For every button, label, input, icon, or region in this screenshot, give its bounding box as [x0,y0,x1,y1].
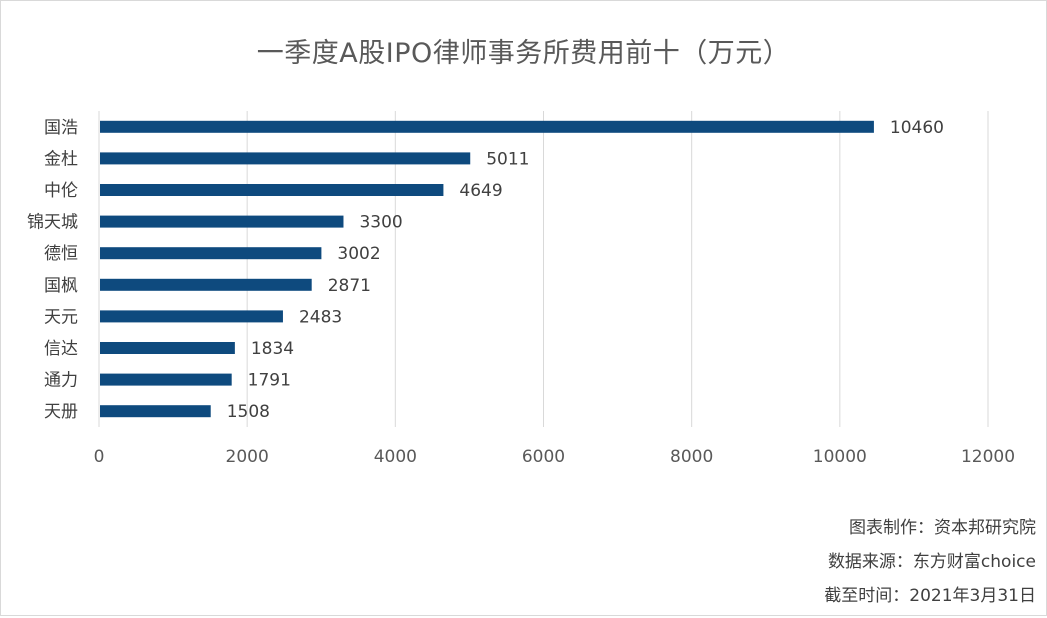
cutoff-date-note: 截至时间：2021年3月31日 [824,586,1036,606]
bar-1 [100,120,874,133]
category-label: 天元 [44,307,78,327]
bar-8 [100,342,235,354]
bar-3 [100,184,444,196]
category-label: 信达 [44,339,78,359]
data-label: 2871 [328,276,371,296]
data-label: 1791 [248,371,291,391]
data-label: 10460 [890,118,944,138]
x-tick-label: 0 [94,447,105,467]
x-tick-label: 10000 [813,447,867,467]
chart-title: 一季度A股IPO律师事务所费用前十（万元） [256,38,791,69]
category-label: 天册 [44,402,78,422]
bar-4 [100,215,344,228]
x-tick-label: 4000 [374,447,417,467]
bar-7 [100,310,283,323]
data-source-note: 数据来源：东方财富choice [827,552,1036,572]
x-tick-label: 8000 [670,447,713,467]
data-label: 2483 [299,307,342,327]
x-tick-label: 12000 [961,447,1015,467]
bars [100,120,874,418]
bar-6 [100,278,312,291]
category-label: 中伦 [44,181,78,201]
chart-maker-note: 图表制作：资本邦研究院 [849,518,1036,538]
data-label: 4649 [459,181,502,201]
category-label: 通力 [44,371,78,391]
category-label: 锦天城 [27,213,78,233]
data-label: 1834 [251,339,294,359]
x-axis-ticks: 0 2000 4000 6000 8000 10000 12000 [94,447,1015,467]
bar-5 [100,247,322,260]
category-label: 国浩 [44,118,78,138]
x-tick-label: 6000 [522,447,565,467]
bar-9 [100,373,232,386]
x-tick-label: 2000 [226,447,269,467]
category-label: 国枫 [44,276,78,296]
data-label: 5011 [486,149,529,169]
bar-10 [100,405,211,418]
data-label: 3002 [337,244,380,264]
category-label: 金杜 [44,149,78,169]
category-label: 德恒 [44,244,78,264]
data-label: 1508 [227,402,270,422]
bar-2 [100,152,471,165]
data-label: 3300 [359,213,402,233]
